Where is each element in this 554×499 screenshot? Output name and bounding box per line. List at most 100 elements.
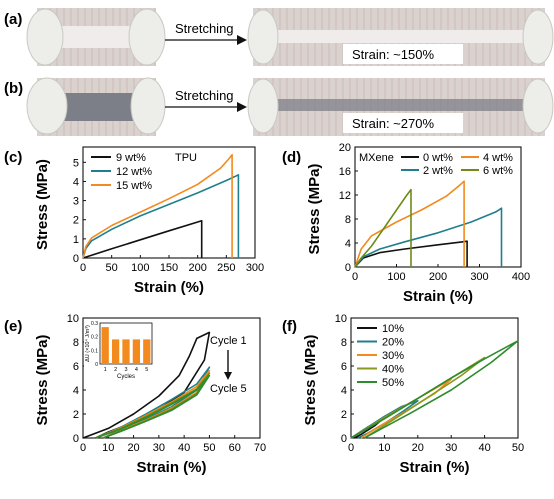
x-tick-label: 100	[131, 262, 149, 274]
panel-label: (e)	[4, 318, 22, 335]
inset-y-tick-label: 0	[95, 362, 98, 368]
plot-frame	[82, 317, 261, 439]
legend-label: 10%	[382, 323, 404, 335]
y-tick-label: 10	[67, 313, 79, 325]
x-tick-label: 70	[254, 442, 266, 454]
panel-label: (d)	[282, 149, 301, 166]
glove-left	[247, 78, 279, 134]
y-tick-label: 12	[339, 190, 351, 202]
photo-row-a: (a) Stretching Strain: ~150%	[4, 8, 554, 66]
y-tick-label: 4	[341, 385, 347, 397]
x-tick-label: 40	[478, 442, 490, 454]
x-tick-label: 300	[246, 262, 264, 274]
photo-a-after: Strain: ~150%	[247, 8, 554, 66]
x-tick-label: 50	[512, 442, 524, 454]
x-tick-label: 0	[352, 271, 358, 283]
x-tick-label: 20	[412, 442, 424, 454]
photo-b-after: Strain: ~270%	[247, 78, 554, 136]
y-tick-label: 0	[73, 253, 79, 265]
y-tick-label: 4	[73, 385, 79, 397]
x-tick-label: 400	[512, 271, 530, 283]
series-line-1	[354, 207, 503, 268]
y-axis-label: Stress (MPa)	[302, 335, 319, 426]
inset-bar	[143, 339, 151, 364]
chart-panel-e-inset: 1 2 3 4 5 0 0.1 0.2 0.3 Cycles ΔU (×10⁴ J/m³)	[84, 319, 160, 380]
cycle-1-annotation: Cycle 1	[210, 335, 247, 347]
inset-y-tick-label: 0.1	[91, 348, 98, 354]
plot-frame	[82, 146, 256, 259]
panel-label: (f)	[282, 318, 297, 335]
series-line-2	[95, 369, 211, 439]
x-axis-label: Strain (%)	[399, 459, 469, 476]
x-tick-label: 300	[470, 271, 488, 283]
series-line-4	[350, 339, 519, 439]
legend-label: 4 wt%	[483, 152, 513, 164]
series-line-1	[95, 366, 211, 439]
legend-label: 9 wt%	[116, 152, 146, 164]
x-tick-label: 30	[445, 442, 457, 454]
arrow-text-a: Stretching	[175, 21, 234, 36]
x-tick-label: 0	[80, 442, 86, 454]
y-tick-label: 0	[341, 433, 347, 445]
series-line-0	[82, 219, 203, 259]
series-line-1	[82, 174, 240, 259]
y-tick-label: 10	[335, 313, 347, 325]
inset-y-axis-label: ΔU (×10⁴ J/m³)	[84, 325, 91, 362]
x-tick-label: 10	[378, 442, 390, 454]
strain-text-a: Strain: ~150%	[352, 47, 434, 62]
x-tick-label: 10	[102, 442, 114, 454]
x-tick-label: 40	[178, 442, 190, 454]
panel-label-b: (b)	[4, 80, 23, 97]
legend-label: 30%	[382, 350, 404, 362]
x-axis-label: Strain (%)	[403, 288, 473, 305]
series-line-2	[354, 180, 465, 268]
glove-right	[522, 78, 554, 134]
y-tick-label: 8	[73, 337, 79, 349]
y-tick-label: 6	[341, 361, 347, 373]
x-tick-label: 0	[348, 442, 354, 454]
y-axis-label: Stress (MPa)	[306, 164, 323, 255]
inset-x-tick-label: 3	[124, 367, 127, 373]
y-tick-label: 8	[345, 214, 351, 226]
x-tick-label: 200	[429, 271, 447, 283]
legend-label: 2 wt%	[423, 165, 453, 177]
chart-panel-c: (c) 0 50 100 150 200 250 300 0 1 2 3 4 5 Strain (%) Str…	[4, 146, 264, 296]
y-tick-label: 4	[345, 238, 351, 250]
series-line-3	[95, 372, 211, 439]
x-tick-label: 50	[106, 262, 118, 274]
panel-label: (c)	[4, 149, 22, 166]
glove-right	[130, 77, 166, 135]
plot-frame	[350, 317, 519, 439]
x-axis-label: Strain (%)	[134, 279, 204, 296]
y-tick-label: 4	[73, 176, 79, 188]
chart-panel-d: (d) 0 100 200 300 400 0 4 8 12 16 20 Strain (%) Stres…	[282, 142, 530, 305]
x-tick-label: 250	[217, 262, 235, 274]
y-axis-label: Stress (MPa)	[34, 335, 51, 426]
y-tick-label: 6	[73, 361, 79, 373]
inset-y-tick-label: 0.3	[91, 321, 98, 327]
inset-bar	[101, 327, 109, 364]
legend-label: 15 wt%	[116, 180, 152, 192]
y-tick-label: 2	[73, 409, 79, 421]
inset-x-tick-label: 1	[104, 367, 107, 373]
inset-bar	[111, 339, 120, 364]
inset-bar	[122, 339, 130, 364]
x-tick-label: 200	[188, 262, 206, 274]
panel-label-a: (a)	[4, 11, 22, 28]
x-tick-label: 50	[203, 442, 215, 454]
y-axis-label: Stress (MPa)	[34, 159, 51, 250]
chart-annotation: TPU	[175, 152, 197, 164]
y-tick-label: 3	[73, 196, 79, 208]
x-tick-label: 30	[153, 442, 165, 454]
glove-right	[522, 9, 554, 65]
legend-label: 12 wt%	[116, 166, 152, 178]
inset-bar	[132, 339, 141, 364]
inset-x-tick-label: 4	[135, 367, 138, 373]
x-tick-label: 150	[160, 262, 178, 274]
legend-label: 0 wt%	[423, 152, 453, 164]
x-tick-label: 100	[387, 271, 405, 283]
strain-text-b: Strain: ~270%	[352, 116, 434, 131]
legend-label: 20%	[382, 337, 404, 349]
y-tick-label: 2	[73, 215, 79, 227]
